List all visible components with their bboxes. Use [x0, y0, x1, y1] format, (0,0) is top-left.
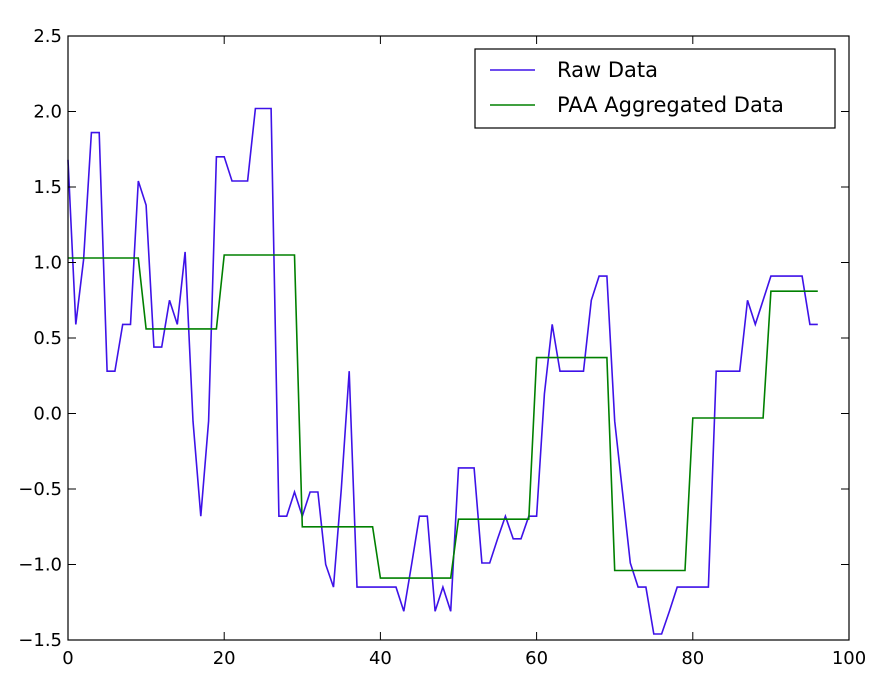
x-tick-label: 40	[369, 648, 392, 669]
x-tick-label: 20	[213, 648, 236, 669]
tick-layer: 0 20 40 60 80 100 −1.5 −1.0 −0.5 0.0 0.5 1.0 1.5 2.0 2…	[18, 26, 866, 669]
series-line-0	[67, 107, 818, 635]
y-tick-label: 0.0	[33, 404, 62, 425]
series-layer	[67, 107, 818, 635]
y-tick-label: 2.0	[33, 102, 62, 123]
y-tick-label: 1.5	[33, 177, 62, 198]
legend-label-raw-data: Raw Data	[557, 58, 658, 82]
legend: Raw Data PAA Aggregated Data	[474, 48, 836, 129]
series-line-1	[68, 254, 818, 579]
legend-label-paa-aggregated-data: PAA Aggregated Data	[557, 93, 784, 117]
x-tick-label: 0	[62, 648, 73, 669]
x-tick-label: 100	[832, 648, 866, 669]
x-tick-label: 60	[525, 648, 548, 669]
y-tick-label: 0.5	[33, 328, 62, 349]
y-tick-label: 1.0	[33, 253, 62, 274]
y-tick-label: 2.5	[33, 26, 62, 47]
y-tick-label: −1.0	[18, 555, 62, 576]
x-tick-label: 80	[681, 648, 704, 669]
legend-box	[474, 48, 836, 129]
y-tick-label: −0.5	[18, 479, 62, 500]
y-tick-label: −1.5	[18, 630, 62, 651]
